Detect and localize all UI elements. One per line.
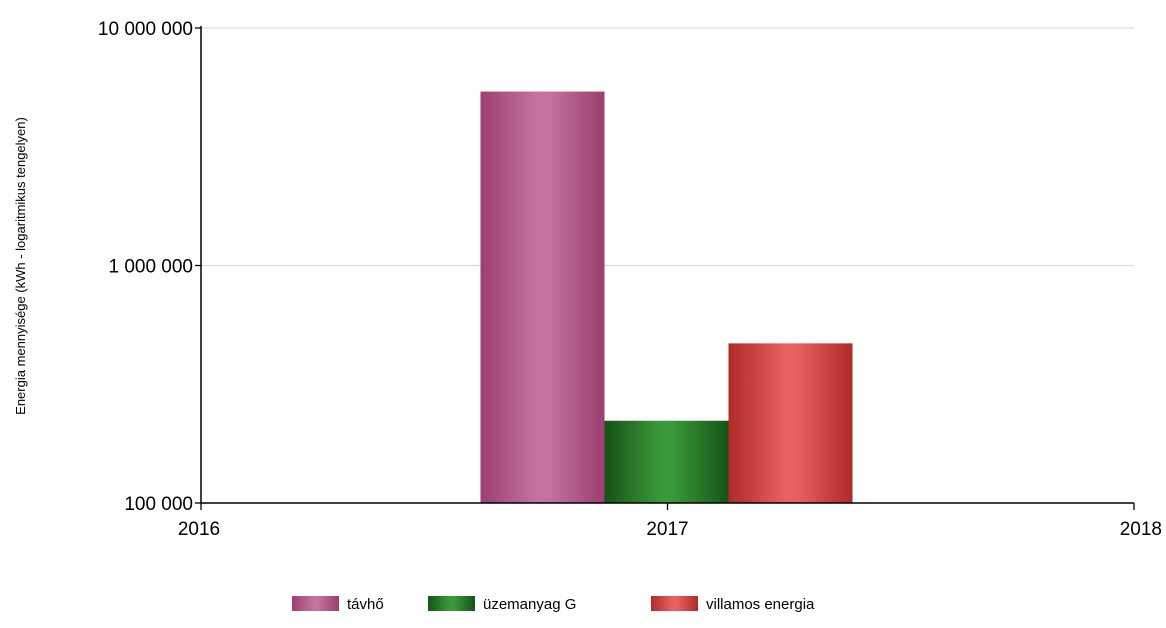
legend: távhő üzemanyag G villamos energia [292, 596, 815, 613]
legend-label: villamos energia [706, 596, 815, 613]
gridlines [201, 27, 1134, 267]
x-tick-label: 2018 [1120, 519, 1162, 540]
y-tick-labels: 100 000 1 000 000 10 000 000 [98, 19, 201, 515]
bar-távhő [480, 91, 605, 503]
y-tick-label: 100 000 [124, 494, 193, 515]
x-tick-label: 2016 [178, 519, 220, 540]
y-axis-title: Energia mennyisége (kWh - logaritmikus t… [13, 117, 28, 415]
x-tick-label: 2017 [646, 519, 688, 540]
legend-label: üzemanyag G [483, 596, 576, 613]
y-tick-label: 10 000 000 [98, 19, 193, 40]
legend-swatch [651, 596, 698, 611]
legend-swatch [292, 596, 339, 611]
y-tick-label: 1 000 000 [108, 257, 193, 278]
bars [480, 91, 853, 503]
bar-villamos-energia [728, 343, 853, 503]
legend-swatch [428, 596, 475, 611]
bar-üzemanyag-G [604, 420, 729, 503]
x-tick-labels: 2016 2017 2018 [178, 503, 1162, 540]
legend-label: távhő [347, 596, 384, 613]
